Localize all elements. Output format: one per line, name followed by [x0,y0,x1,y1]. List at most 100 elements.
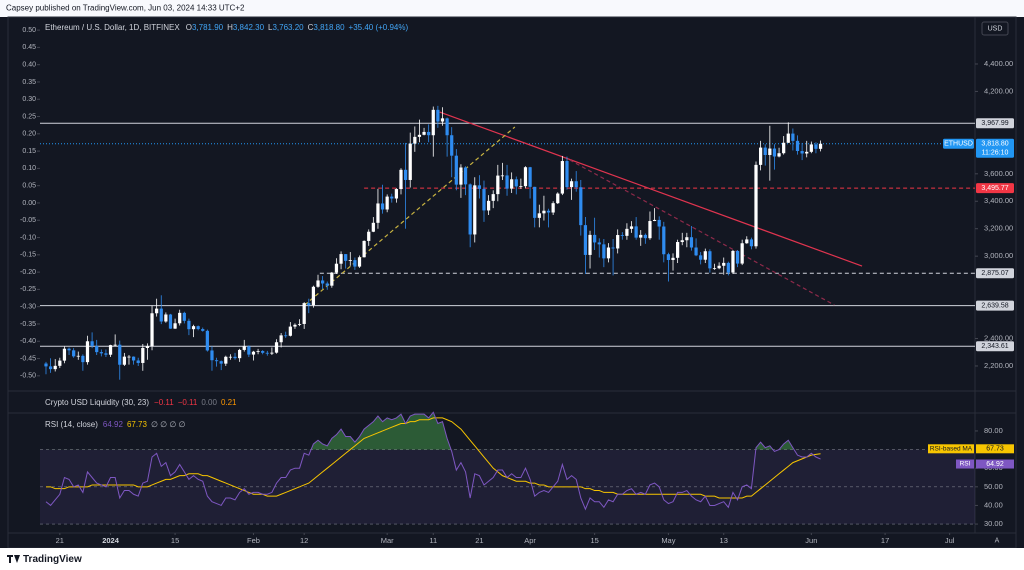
candle-body [800,151,804,154]
price-tag-label: 2,343.61 [981,343,1008,350]
candle-body [413,136,417,144]
candle-body [261,351,265,353]
price-tag-label: 2,875.07 [981,270,1008,277]
candle-body [357,257,362,267]
y-tick-label: 3,600.00 [984,169,1013,178]
y-tick-label: 2,400.00 [984,334,1013,343]
candle-body [90,341,94,346]
y2-tick-label: -0.20 [20,269,36,276]
candle-body [247,346,251,355]
rsi-legend: RSI (14, close) 64.92 67.73 ∅ ∅ ∅ ∅ [45,420,186,429]
candle-body [648,221,652,239]
rsi-line [45,417,821,499]
rsi-placeholders: ∅ ∅ ∅ ∅ [151,420,186,429]
candle-body [81,355,85,363]
candle-body [408,143,412,180]
top-bar [0,0,1024,17]
candle-body [680,240,684,243]
y-tick-label: 3,200.00 [984,224,1013,233]
candle-body [551,203,555,213]
candle-body [122,356,126,365]
y2-tick-label: 0.50 [22,27,36,34]
tv-logo-icon [7,555,20,563]
candle-body [191,326,196,330]
auto-scale-button[interactable]: A [995,537,1000,544]
candle-body [427,131,431,136]
candle-body [597,242,601,245]
rsi-value-box [976,444,1014,454]
liquidity-reading: 0.00 [201,398,217,407]
candle-body [367,231,371,241]
candle-body [556,193,560,204]
candle-body [546,210,551,213]
rsi-name-tag: RSI-based MA [930,446,973,453]
candle-body [145,346,150,348]
candle-body [307,303,311,306]
price-tag-box [976,138,1014,158]
candle-body [740,243,744,264]
candle-body [565,161,569,188]
candle-body [726,262,730,273]
candle-body [666,254,671,261]
symbol-tag-box [943,138,974,149]
candle-body [233,356,237,359]
candle-body [238,349,242,359]
candle-body [510,179,514,189]
currency-label: USD [988,25,1003,32]
candle-body [602,244,606,259]
rsi-name-box [928,444,974,454]
price-tag-box [976,300,1014,311]
candle-body [662,226,666,255]
close-value: 3,818.80 [313,23,345,32]
price-tag-label: 3,818.80 [981,141,1008,148]
candle-body [288,326,292,336]
candle-body [763,147,767,155]
liquidity-legend: Crypto USD Liquidity (30, 23) −0.11 −0.11 0… [45,398,237,407]
y2-tick-label: 0.35 [22,79,36,86]
candle-body [745,239,749,244]
candle-body [62,348,67,361]
price-tag-label: 2,639.58 [981,302,1008,309]
y2-tick-label: 0.00 [22,200,36,207]
x-tick-label: 11 [429,536,437,545]
trend-line [304,126,516,306]
candle-body [440,118,445,122]
candle-body [284,335,288,337]
trend-line [569,159,835,306]
candle-body [224,356,228,364]
candle-body [468,184,472,235]
y2-tick-label: -0.45 [20,355,36,362]
rsi-value-box [976,459,1014,469]
liquidity-reading: −0.11 [178,398,198,407]
candle-body [371,222,375,232]
open-value: 3,781.90 [192,23,224,32]
candle-body [777,153,781,157]
candle-body [731,250,735,273]
candle-body [311,286,316,306]
candle-body [699,255,703,260]
candle-body [482,188,486,211]
candle-body [768,148,772,155]
tv-logo-text: TradingView [23,554,82,565]
y2-tick-label: -0.50 [20,373,36,380]
candle-body [431,109,435,136]
candle-body [168,314,173,329]
candle-body [611,247,615,249]
candle-body [417,134,422,137]
candle-body [164,314,168,322]
candle-body [155,308,159,314]
candle-body [643,234,647,239]
x-tick-label: Jun [805,536,817,545]
candle-body [67,348,71,351]
candle-body [95,345,99,353]
candle-body [818,143,823,149]
rsi-name-box [956,459,974,469]
candle-body [616,235,620,249]
x-tick-label: 21 [475,536,483,545]
candle-body [685,237,689,241]
candle-body [560,161,564,194]
candle-body [141,347,145,363]
x-tick-label: 13 [720,536,728,545]
candle-body [76,355,80,357]
candle-body [749,239,754,247]
